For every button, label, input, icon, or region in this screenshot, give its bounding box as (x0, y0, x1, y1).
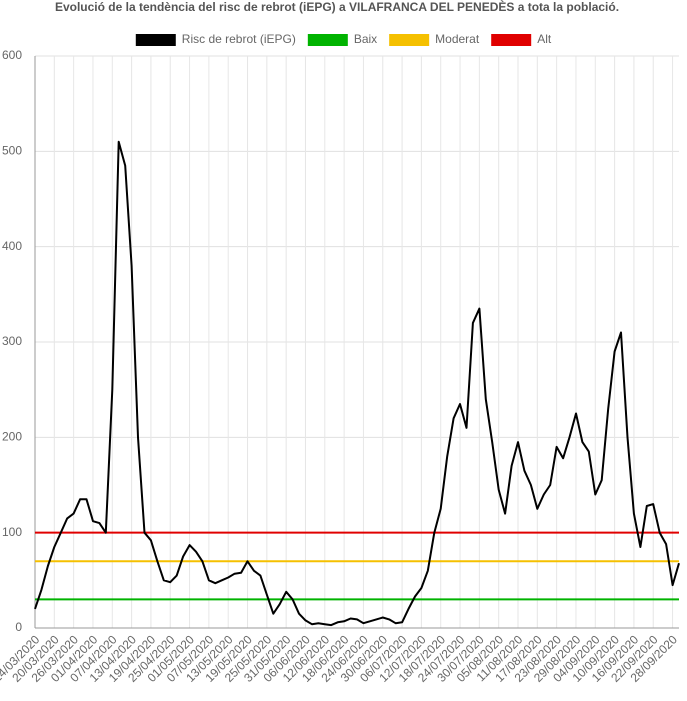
legend: Risc de rebrot (iEPG) Baix Moderat Alt (135, 32, 552, 46)
y-tick-label: 200 (2, 430, 22, 444)
legend-label: Risc de rebrot (iEPG) (182, 32, 296, 46)
y-tick-label: 500 (2, 144, 22, 158)
data-line (34, 140, 680, 627)
legend-swatch (307, 34, 348, 46)
legend-swatch (135, 34, 176, 46)
legend-label: Alt (537, 32, 552, 46)
legend-label: Baix (354, 32, 377, 46)
y-tick-label: 100 (2, 525, 22, 539)
y-tick-label: 600 (2, 48, 22, 62)
y-tick-label: 0 (15, 620, 22, 634)
legend-swatch (491, 34, 532, 46)
chart-title: Evolució de la tendència del risc de reb… (55, 0, 619, 14)
legend-label: Moderat (435, 32, 480, 46)
legend-swatch (389, 34, 430, 46)
y-tick-label: 300 (2, 334, 22, 348)
y-tick-label: 400 (2, 239, 22, 253)
